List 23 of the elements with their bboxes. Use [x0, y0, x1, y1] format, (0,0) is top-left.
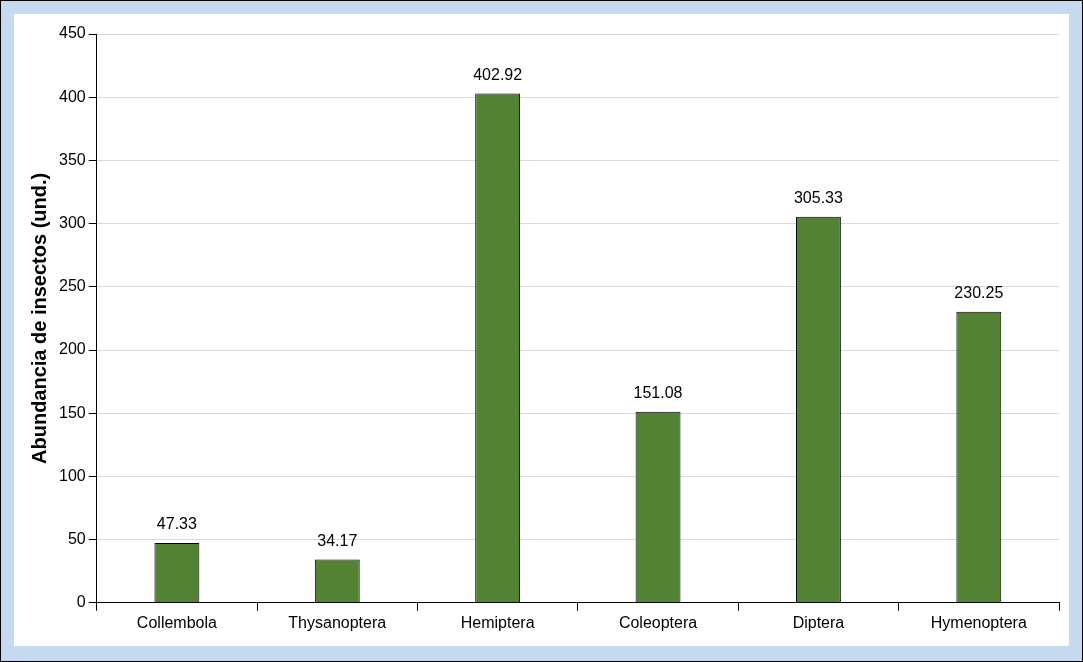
data-label: 305.33	[793, 189, 843, 207]
y-tick-label: 250	[58, 277, 86, 295]
y-tick-label: 400	[58, 87, 86, 105]
x-tick-label: Diptera	[792, 613, 845, 631]
y-tick-label: 50	[67, 530, 86, 548]
y-tick-label: 350	[58, 150, 86, 168]
y-tick-label: 0	[76, 593, 86, 611]
data-label: 34.17	[317, 532, 358, 550]
y-tick-label: 450	[58, 24, 86, 42]
y-axis-title: Abundancia de insectos (und.)	[27, 172, 50, 464]
y-tick-label: 300	[58, 214, 86, 232]
x-tick-label: Thysanoptera	[288, 613, 387, 631]
data-label: 402.92	[473, 65, 523, 83]
y-tick-label: 200	[58, 340, 86, 358]
x-tick-label: Hymenoptera	[930, 613, 1027, 631]
y-tick-label: 100	[58, 466, 86, 484]
data-label: 151.08	[633, 384, 683, 402]
x-tick-label: Hemiptera	[460, 613, 535, 631]
data-label: 47.33	[156, 515, 197, 533]
y-tick-label: 150	[58, 403, 86, 421]
x-tick-label: Coleoptera	[618, 613, 698, 631]
x-tick-label: Collembola	[136, 613, 217, 631]
data-label: 230.25	[954, 284, 1004, 302]
